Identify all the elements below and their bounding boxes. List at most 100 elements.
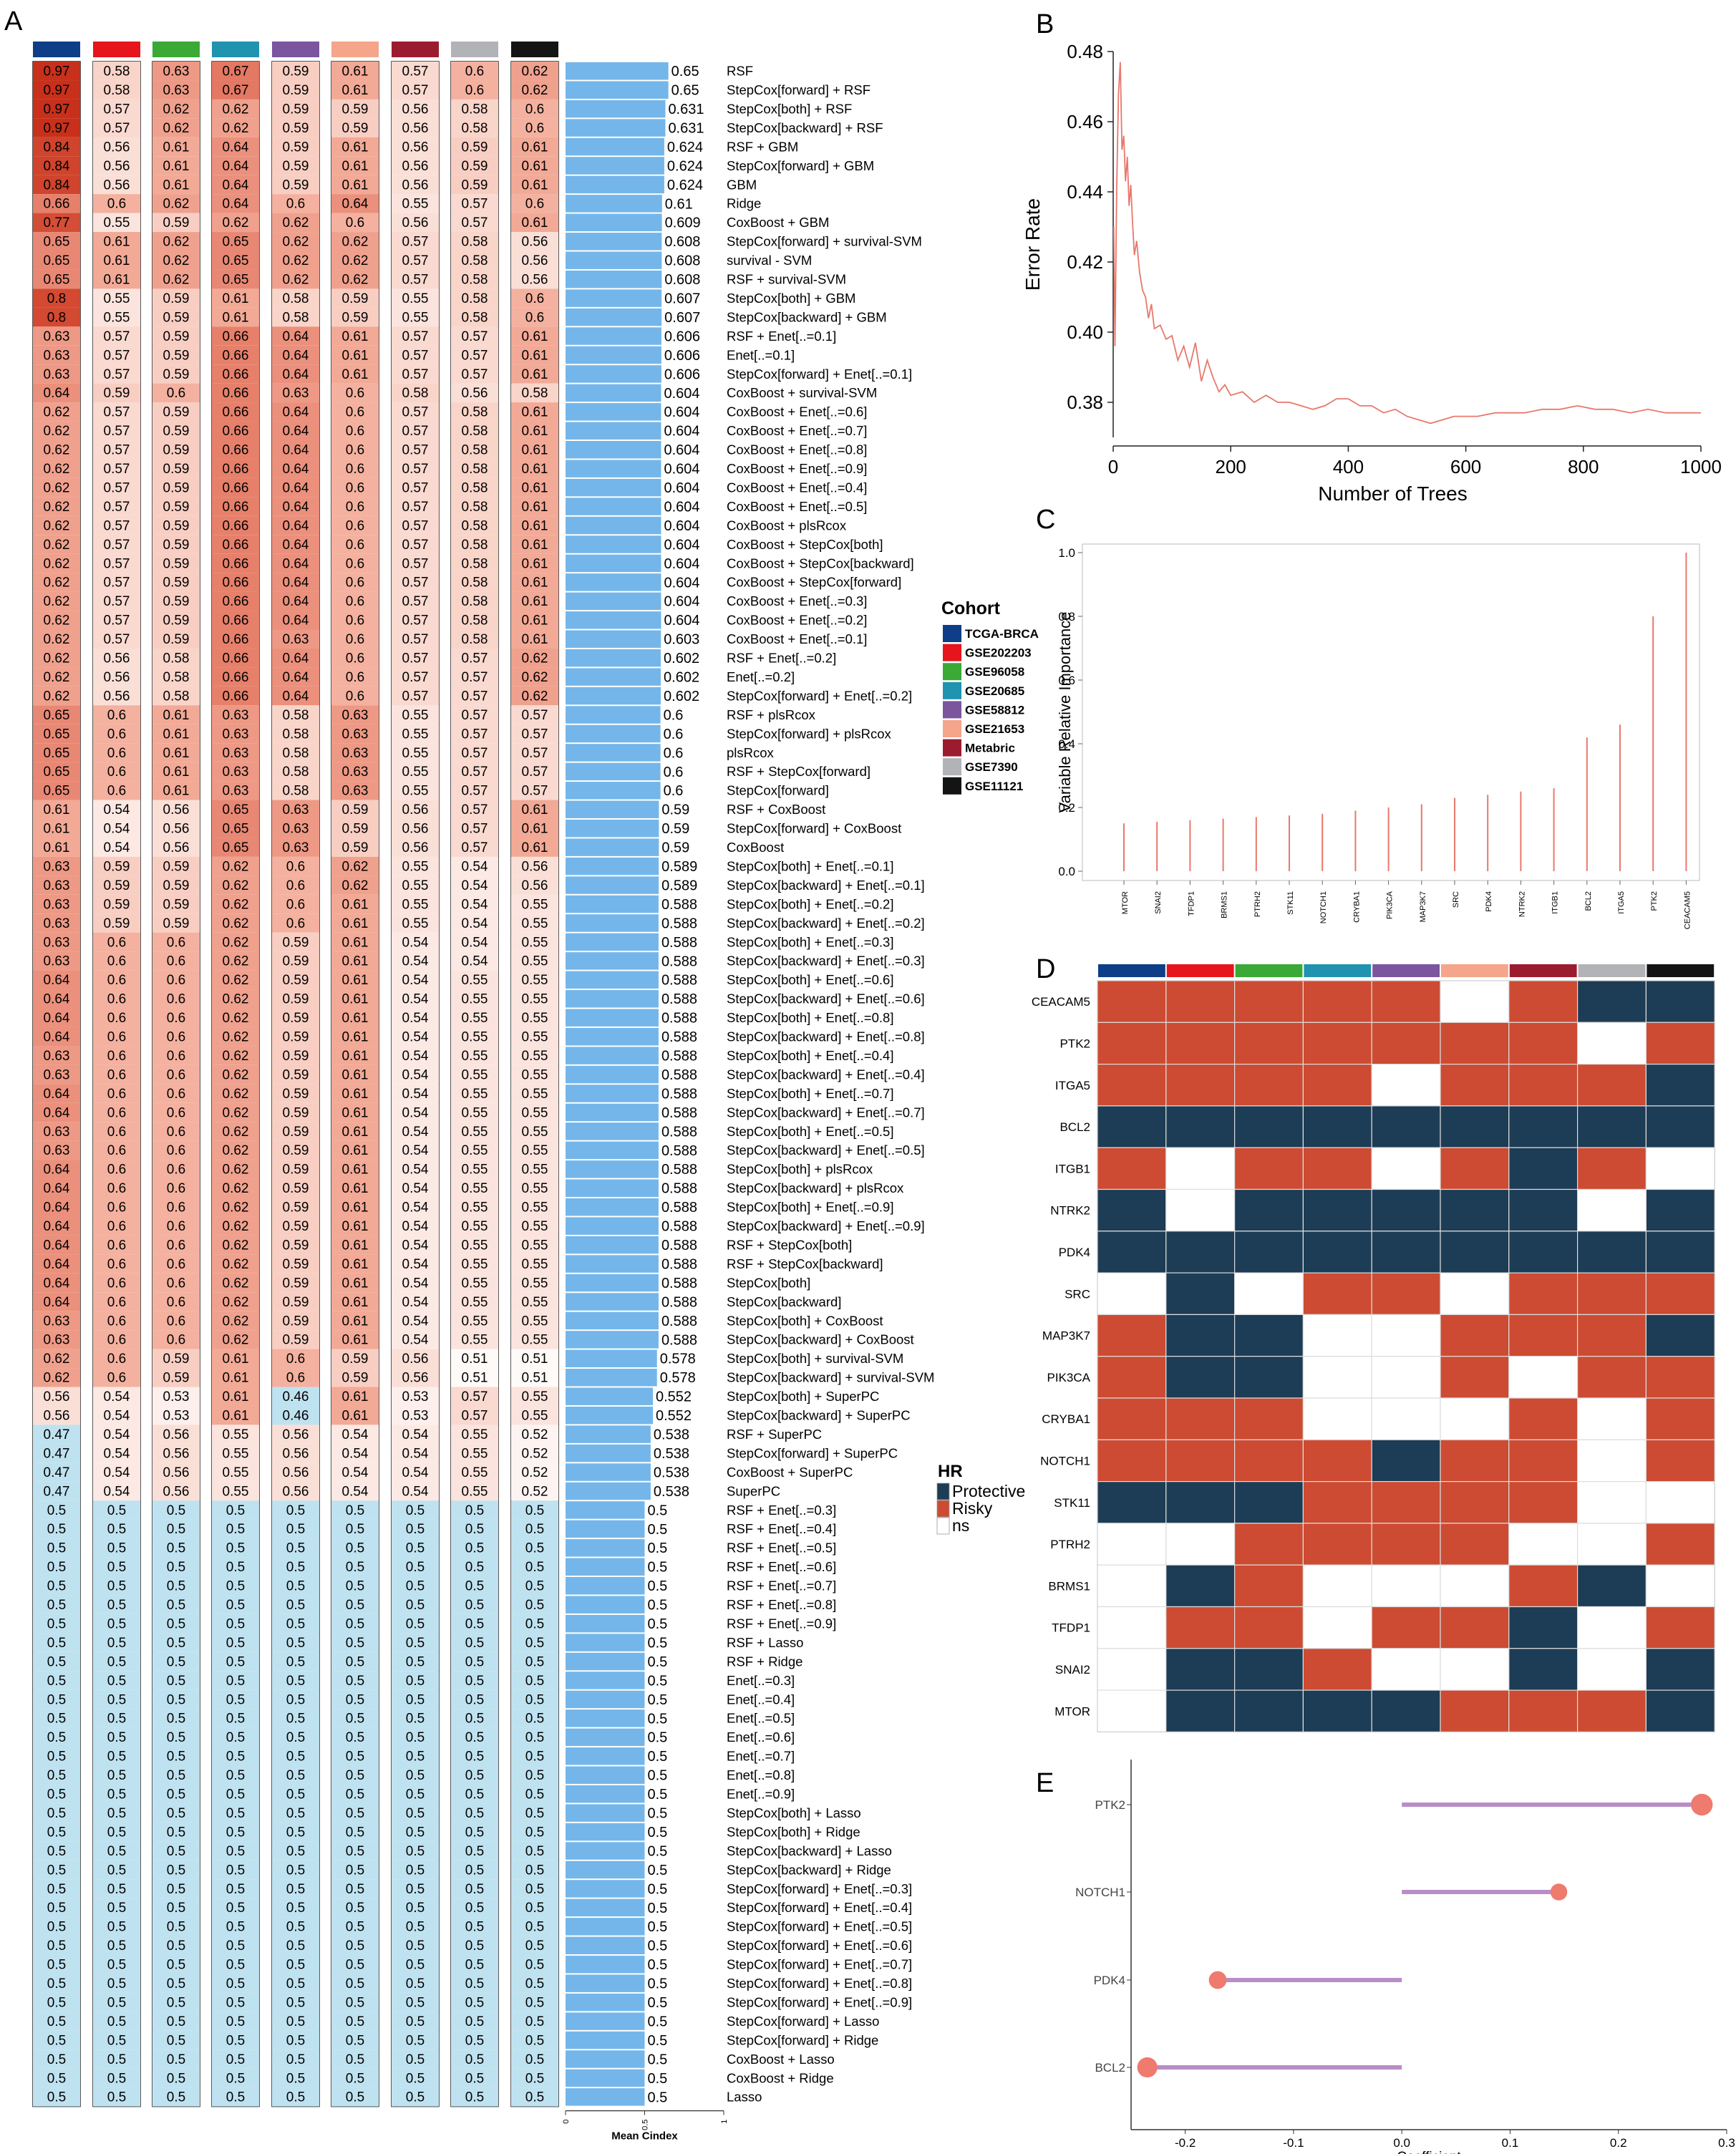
heatmap-cell bbox=[212, 156, 259, 175]
heatmap-cell bbox=[451, 535, 498, 554]
hr-legend-swatch bbox=[936, 1500, 950, 1518]
cell-value: 0.57 bbox=[402, 367, 429, 382]
heatmap-cell bbox=[33, 345, 80, 365]
mean-cindex-label: 0.602 bbox=[664, 670, 699, 686]
cell-value: 0.55 bbox=[462, 1238, 488, 1253]
heatmap-cell bbox=[511, 99, 558, 119]
cell-value: 0.65 bbox=[223, 802, 249, 818]
heatmap-cell bbox=[93, 251, 140, 270]
cell-value: 0.57 bbox=[104, 594, 130, 609]
cell-value: 0.63 bbox=[44, 367, 70, 382]
cell-value: 0.6 bbox=[107, 1219, 126, 1234]
hr-cell bbox=[1440, 980, 1510, 1023]
cell-value: 0.5 bbox=[47, 1958, 66, 1973]
mean-cindex-bar bbox=[566, 1842, 645, 1860]
cell-value: 0.58 bbox=[283, 765, 309, 780]
mean-cindex-bar bbox=[566, 213, 662, 232]
model-name-label: Enet[..=0.5] bbox=[727, 1711, 795, 1726]
heatmap-cell bbox=[93, 591, 140, 611]
cell-value: 0.5 bbox=[286, 1712, 305, 1727]
cell-value: 0.63 bbox=[223, 746, 249, 761]
cell-value: 0.5 bbox=[47, 2052, 66, 2067]
cell-value: 0.5 bbox=[47, 1730, 66, 1745]
x-tick-label: NTRK2 bbox=[1518, 891, 1526, 917]
hr-cell bbox=[1645, 1689, 1715, 1733]
hr-cell bbox=[1302, 1188, 1372, 1232]
heatmap-cell bbox=[331, 364, 379, 384]
cell-value: 0.5 bbox=[525, 1863, 544, 1878]
cell-value: 0.59 bbox=[163, 291, 190, 306]
mean-cindex-label: 0.588 bbox=[661, 1162, 697, 1178]
cell-value: 0.6 bbox=[107, 1238, 126, 1253]
gene-label: ITGB1 bbox=[1055, 1162, 1090, 1175]
mean-cindex-bar bbox=[566, 895, 659, 913]
heatmap-cell bbox=[511, 269, 558, 289]
heatmap-cell bbox=[33, 573, 80, 592]
cell-value: 0.5 bbox=[107, 2052, 126, 2067]
hr-cell bbox=[1371, 1231, 1441, 1274]
heatmap-cell bbox=[212, 383, 259, 403]
cell-value: 0.5 bbox=[226, 1503, 245, 1518]
cell-value: 0.5 bbox=[47, 1503, 66, 1518]
cell-value: 0.62 bbox=[44, 443, 70, 458]
cell-value: 0.5 bbox=[346, 1995, 364, 2010]
mean-cindex-label: 0.5 bbox=[648, 1919, 668, 1935]
cell-value: 0.5 bbox=[107, 1939, 126, 1954]
hr-cell bbox=[1302, 1022, 1372, 1065]
cell-value: 0.54 bbox=[402, 973, 429, 988]
cell-value: 0.63 bbox=[44, 935, 70, 950]
cell-value: 0.64 bbox=[283, 556, 309, 571]
x-tick-label: -0.1 bbox=[1283, 2136, 1304, 2150]
mean-cindex-label: 0.5 bbox=[648, 1843, 668, 1859]
cell-value: 0.5 bbox=[167, 1654, 185, 1669]
hr-cell bbox=[1577, 1481, 1647, 1524]
cell-value: 0.5 bbox=[346, 1825, 364, 1840]
cohort-legend-swatch bbox=[943, 701, 961, 719]
cohort-legend-label: GSE96058 bbox=[965, 665, 1024, 679]
cell-value: 0.59 bbox=[342, 822, 369, 837]
cell-value: 0.5 bbox=[406, 1712, 425, 1727]
cell-value: 0.63 bbox=[163, 64, 190, 79]
mean-cindex-label: 0.604 bbox=[664, 556, 699, 572]
cell-value: 0.5 bbox=[286, 1522, 305, 1537]
model-name-label: RSF + Enet[..=0.1] bbox=[727, 329, 836, 344]
model-name-label: StepCox[both] + SuperPC bbox=[727, 1389, 879, 1404]
cell-value: 0.61 bbox=[522, 480, 548, 495]
cell-value: 0.65 bbox=[223, 273, 249, 288]
heatmap-cell bbox=[272, 762, 319, 782]
hr-cell bbox=[1440, 1689, 1510, 1733]
heatmap-cell bbox=[212, 421, 259, 440]
cell-value: 0.63 bbox=[223, 784, 249, 799]
cell-value: 0.61 bbox=[163, 765, 190, 780]
heatmap-cell bbox=[511, 686, 558, 706]
cell-value: 0.6 bbox=[346, 594, 364, 609]
model-name-label: StepCox[backward] + RSF bbox=[727, 120, 883, 135]
heatmap-cell bbox=[212, 118, 259, 137]
cell-value: 0.62 bbox=[44, 613, 70, 629]
gene-label: PDK4 bbox=[1059, 1246, 1090, 1259]
heatmap-cell bbox=[93, 781, 140, 800]
model-name-label: GBM bbox=[727, 177, 757, 192]
model-name-label: StepCox[backward] + Enet[..=0.7] bbox=[727, 1105, 925, 1120]
cell-value: 0.61 bbox=[342, 935, 369, 950]
cell-value: 0.61 bbox=[163, 784, 190, 799]
cell-value: 0.5 bbox=[346, 1616, 364, 1631]
cohort-legend-title: Cohort bbox=[941, 598, 1001, 618]
mean-cindex-bar bbox=[566, 1577, 645, 1595]
cell-value: 0.5 bbox=[406, 1750, 425, 1765]
hr-cell bbox=[1371, 1147, 1441, 1190]
cell-value: 0.5 bbox=[525, 2071, 544, 2086]
cell-value: 0.63 bbox=[283, 840, 309, 855]
mean-cindex-bar bbox=[566, 1198, 659, 1216]
cell-value: 0.5 bbox=[167, 1522, 185, 1537]
model-name-label: CoxBoost + Enet[..=0.1] bbox=[727, 631, 867, 646]
cell-value: 0.55 bbox=[462, 1219, 488, 1234]
heatmap-cell bbox=[451, 686, 498, 706]
hr-cell bbox=[1440, 1231, 1510, 1274]
heatmap-cell bbox=[511, 175, 558, 195]
model-name-label: StepCox[backward] + Enet[..=0.1] bbox=[727, 878, 925, 893]
cell-value: 0.62 bbox=[163, 121, 190, 136]
cell-value: 0.59 bbox=[163, 367, 190, 382]
cell-value: 0.62 bbox=[44, 424, 70, 439]
heatmap-cell bbox=[331, 288, 379, 308]
